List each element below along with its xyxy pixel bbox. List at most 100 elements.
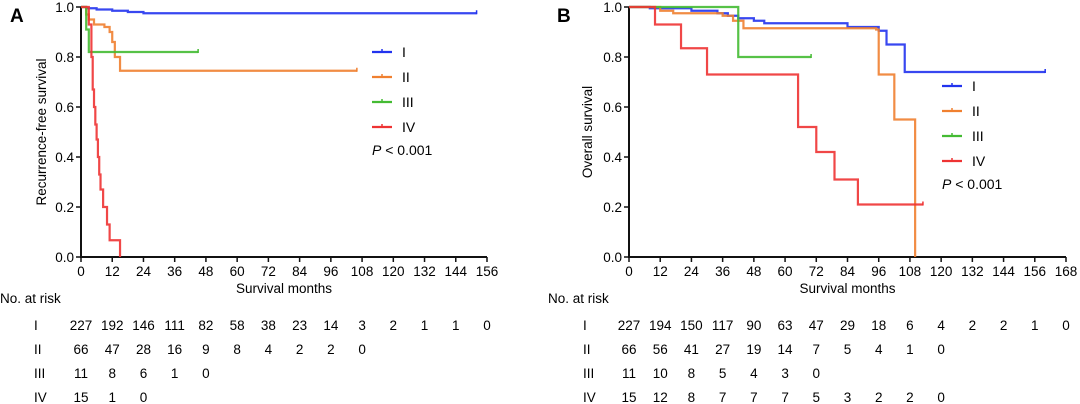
- at-risk-value: 16: [167, 342, 182, 357]
- km-curve-IV: [81, 5, 122, 257]
- y-axis-title: Overall survival: [580, 86, 595, 178]
- at-risk-group-III: III: [583, 366, 594, 381]
- at-risk-value: 8: [688, 390, 696, 404]
- at-risk-group-IV: IV: [583, 390, 596, 404]
- x-tick-label: 12: [105, 264, 120, 279]
- y-tick-label: 0.4: [55, 150, 74, 165]
- at-risk-value: 7: [781, 390, 789, 404]
- x-tick-label: 48: [198, 264, 213, 279]
- at-risk-group-I: I: [34, 318, 38, 333]
- at-risk-value: 23: [292, 318, 307, 333]
- legend-label-II: II: [972, 103, 980, 119]
- at-risk-value: 11: [622, 366, 636, 381]
- at-risk-value: 117: [712, 318, 734, 333]
- x-axis-title: Survival months: [799, 281, 895, 296]
- y-tick-label: 0.8: [603, 50, 622, 65]
- y-axis-title: Recurrence-free survival: [34, 58, 49, 205]
- at-risk-value: 27: [715, 342, 730, 357]
- x-tick-label: 168: [1055, 264, 1078, 279]
- at-risk-value: 227: [618, 318, 641, 333]
- at-risk-value: 2: [327, 342, 335, 357]
- at-risk-value: 5: [844, 342, 852, 357]
- at-risk-value: 90: [746, 318, 761, 333]
- p-value: < 0.001: [951, 176, 1002, 192]
- at-risk-value: 63: [778, 318, 793, 333]
- at-risk-label: No. at risk: [548, 291, 609, 306]
- at-risk-value: 29: [840, 318, 855, 333]
- at-risk-value: 5: [813, 390, 821, 404]
- x-axis-title: Survival months: [236, 281, 332, 296]
- at-risk-value: 14: [323, 318, 339, 333]
- at-risk-label: No. at risk: [0, 291, 61, 306]
- at-risk-value: 6: [906, 318, 914, 333]
- km-curve-I: [81, 5, 477, 15]
- panel-A: A0.00.20.40.60.81.00 12 24 36 48 60 72 84 96 108 1…: [0, 0, 498, 404]
- x-tick-label: 24: [136, 264, 152, 279]
- at-risk-group-I: I: [583, 318, 587, 333]
- panel-letter: B: [557, 6, 571, 27]
- x-tick-label: 60: [778, 264, 793, 279]
- p-value-annotation: P < 0.001: [372, 142, 433, 158]
- x-tick-label: 144: [445, 264, 468, 279]
- at-risk-value: 150: [680, 318, 703, 333]
- x-tick-label: 48: [746, 264, 761, 279]
- at-risk-value: 8: [108, 366, 116, 381]
- at-risk-value: 56: [653, 342, 668, 357]
- at-risk-value: 2: [875, 390, 883, 404]
- at-risk-value: 58: [230, 318, 245, 333]
- at-risk-value: 12: [653, 390, 668, 404]
- x-tick-label: 120: [930, 264, 953, 279]
- at-risk-value: 111: [164, 318, 185, 333]
- p-symbol: P: [942, 176, 952, 192]
- at-risk-group-II: II: [583, 342, 591, 357]
- at-risk-value: 2: [296, 342, 304, 357]
- at-risk-value: 194: [649, 318, 672, 333]
- y-tick-label: 1.0: [55, 0, 74, 15]
- at-risk-group-II: II: [34, 342, 42, 357]
- at-risk-value: 4: [750, 366, 758, 381]
- at-risk-value: 3: [358, 318, 366, 333]
- y-tick-label: 0.6: [55, 100, 74, 115]
- x-tick-label: 12: [653, 264, 668, 279]
- at-risk-value: 0: [937, 342, 945, 357]
- at-risk-value: 0: [483, 318, 491, 333]
- at-risk-value: 0: [1062, 318, 1070, 333]
- x-tick-label: 108: [899, 264, 922, 279]
- y-tick-label: 0.0: [603, 250, 622, 265]
- p-symbol: P: [372, 142, 382, 158]
- at-risk-value: 1: [906, 342, 914, 357]
- x-tick-label: 132: [961, 264, 984, 279]
- at-risk-value: 4: [265, 342, 273, 357]
- x-tick-label: 72: [809, 264, 824, 279]
- y-tick-label: 0.2: [55, 200, 74, 215]
- x-tick-label: 24: [684, 264, 700, 279]
- km-curve-II: [629, 5, 917, 257]
- y-tick-label: 1.0: [603, 0, 622, 15]
- at-risk-value: 0: [140, 390, 148, 404]
- at-risk-value: 146: [132, 318, 155, 333]
- at-risk-value: 1: [452, 318, 460, 333]
- x-tick-label: 144: [992, 264, 1015, 279]
- at-risk-value: 2: [906, 390, 914, 404]
- at-risk-value: 3: [844, 390, 852, 404]
- at-risk-group-III: III: [34, 366, 45, 381]
- km-curve-I: [629, 5, 1046, 74]
- y-tick-label: 0.2: [603, 200, 622, 215]
- at-risk-value: 2: [390, 318, 398, 333]
- at-risk-value: 82: [198, 318, 213, 333]
- at-risk-value: 66: [73, 342, 88, 357]
- at-risk-value: 11: [74, 366, 88, 381]
- at-risk-value: 47: [809, 318, 824, 333]
- at-risk-group-IV: IV: [34, 390, 47, 404]
- at-risk-value: 1: [171, 366, 179, 381]
- at-risk-value: 14: [778, 342, 794, 357]
- at-risk-value: 15: [621, 390, 636, 404]
- at-risk-value: 47: [105, 342, 120, 357]
- at-risk-value: 6: [140, 366, 148, 381]
- x-tick-label: 108: [351, 264, 374, 279]
- at-risk-value: 0: [358, 342, 366, 357]
- legend-label-IV: IV: [972, 153, 986, 169]
- p-value: < 0.001: [381, 142, 432, 158]
- at-risk-value: 2: [969, 318, 977, 333]
